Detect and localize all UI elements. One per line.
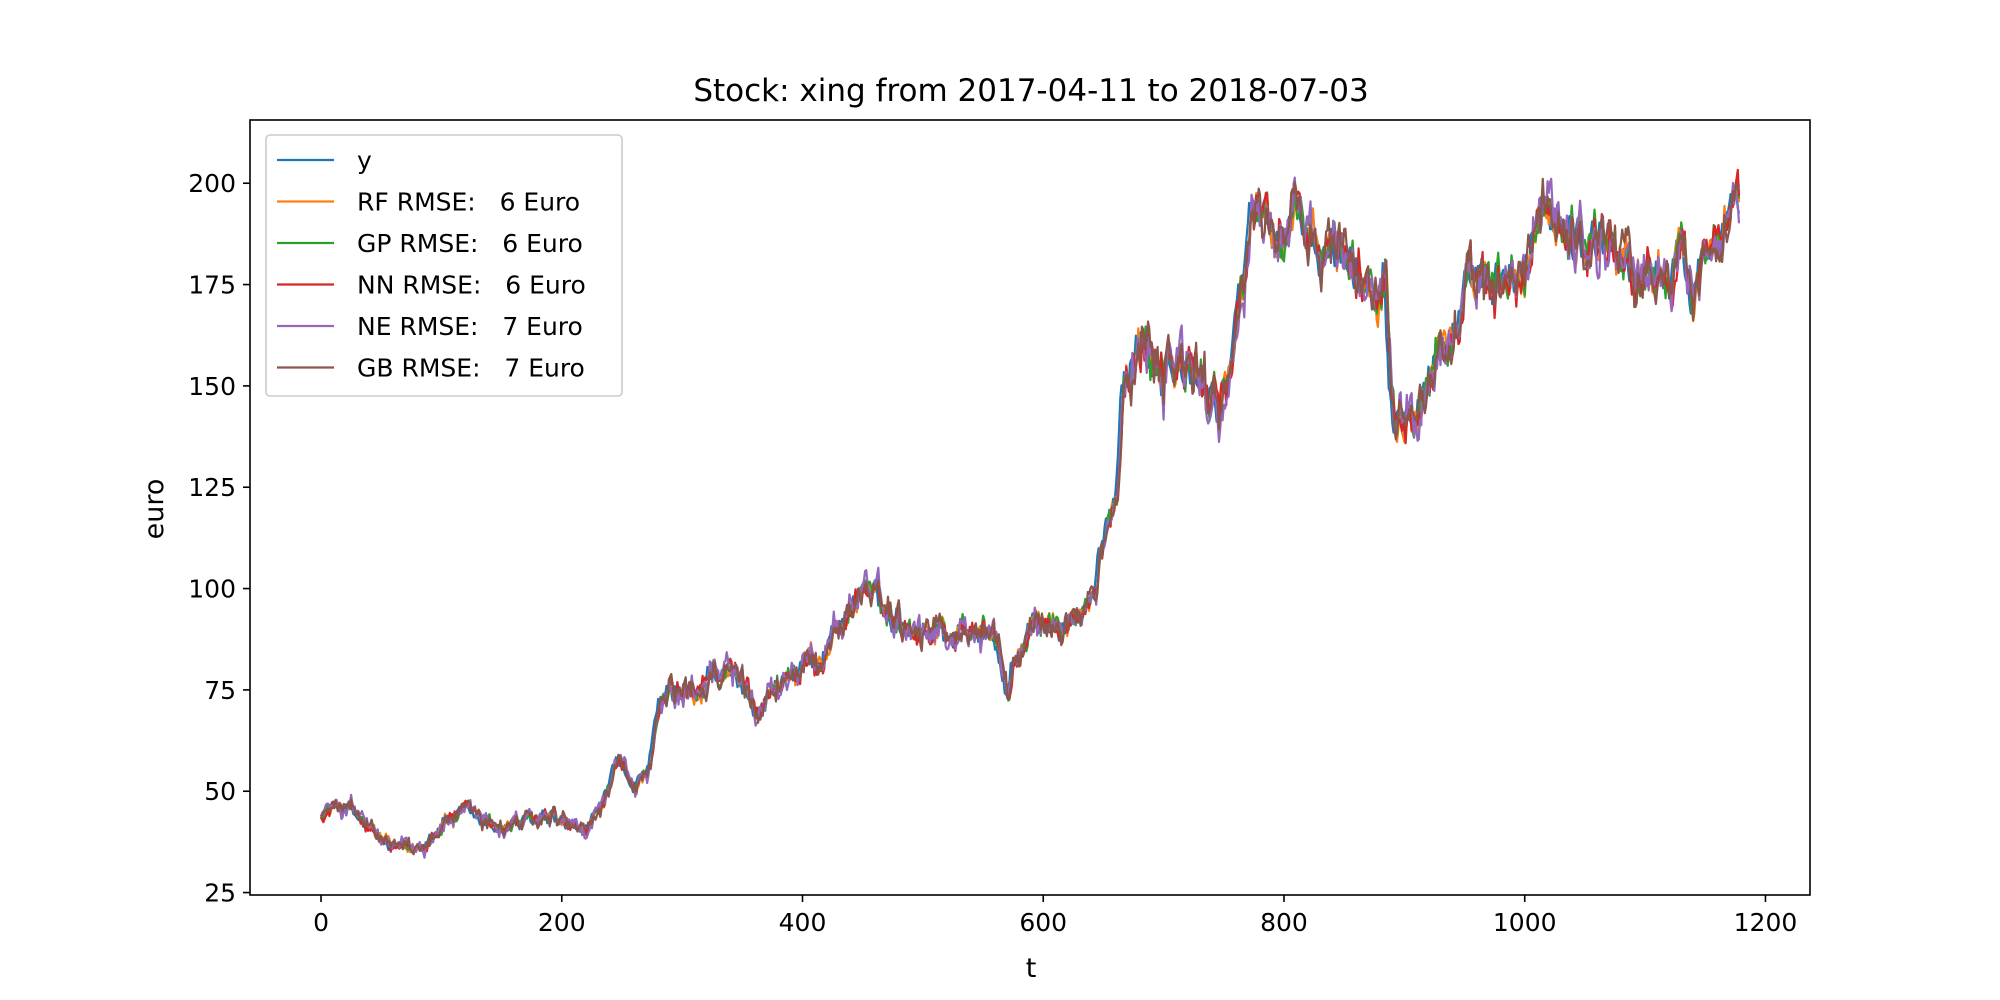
y-tick-label: 100 <box>188 575 236 604</box>
series-line-gb <box>320 177 1741 856</box>
x-tick-label: 400 <box>779 908 827 937</box>
legend-label-nn: NN RMSE: 6 Euro <box>357 271 586 300</box>
x-tick-label: 0 <box>313 908 329 937</box>
x-tick-label: 1200 <box>1734 908 1798 937</box>
x-tick-label: 200 <box>538 908 586 937</box>
y-tick-label: 200 <box>188 169 236 198</box>
legend-box <box>265 134 623 397</box>
legend-label-gb: GB RMSE: 7 Euro <box>357 354 585 383</box>
x-tick-label: 800 <box>1260 908 1308 937</box>
legend-entries: y RF RMSE: 6 Euro GP RMSE: 6 Euro NN RMSE: … <box>277 146 586 383</box>
y-tick-label: 150 <box>188 372 236 401</box>
legend-label-rf: RF RMSE: 6 Euro <box>357 188 580 217</box>
legend-label-y: y <box>357 146 372 175</box>
y-tick-label: 25 <box>204 879 236 908</box>
x-tick-label: 600 <box>1019 908 1067 937</box>
y-tick-label: 75 <box>204 676 236 705</box>
y-tick-label: 125 <box>188 473 236 502</box>
x-axis: 0 200 400 600 800 1000 1200 <box>313 895 1797 937</box>
plot-frame <box>249 119 1811 896</box>
y-tick-label: 175 <box>188 271 236 300</box>
chart-title: Stock: xing from 2017-04-11 to 2018-07-0… <box>693 73 1368 109</box>
plot-lines <box>319 168 1741 859</box>
legend-label-ne: NE RMSE: 7 Euro <box>357 312 583 341</box>
x-axis-label: t <box>1026 953 1037 984</box>
y-axis-label: euro <box>139 479 170 540</box>
y-axis: 25 50 75 100 125 150 175 200 <box>188 169 250 908</box>
legend: y RF RMSE: 6 Euro GP RMSE: 6 Euro NN RMSE: … <box>265 134 623 397</box>
y-tick-label: 50 <box>204 777 236 806</box>
x-tick-label: 1000 <box>1493 908 1557 937</box>
legend-label-gp: GP RMSE: 6 Euro <box>357 229 583 258</box>
